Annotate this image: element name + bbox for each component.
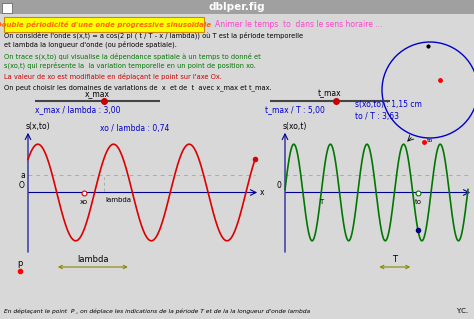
Text: xo / lambda : 0,74: xo / lambda : 0,74 bbox=[100, 124, 170, 133]
Text: lambda: lambda bbox=[106, 197, 132, 204]
Text: x_max: x_max bbox=[85, 90, 110, 99]
Text: s(xo,t) qui représente la  la variation temporelle en un point de position xo.: s(xo,t) qui représente la la variation t… bbox=[4, 61, 256, 69]
Text: Y.C.: Y.C. bbox=[456, 308, 468, 314]
Text: La valeur de xo est modifiable en déplaçant le point sur l'axe Ox.: La valeur de xo est modifiable en déplaç… bbox=[4, 73, 222, 80]
Text: O: O bbox=[19, 182, 25, 190]
Text: Animer le temps  to  dans le sens horaire ...: Animer le temps to dans le sens horaire … bbox=[215, 20, 383, 29]
Text: s(xo,to) : 1,15 cm: s(xo,to) : 1,15 cm bbox=[355, 100, 422, 109]
Text: t_max: t_max bbox=[318, 90, 342, 99]
Text: x_max / lambda : 3,00: x_max / lambda : 3,00 bbox=[35, 106, 120, 115]
Text: En déplaçant le point  P , on déplace les indications de la période T et de la l: En déplaçant le point P , on déplace les… bbox=[4, 308, 310, 314]
Text: dblper.fig: dblper.fig bbox=[209, 2, 265, 12]
Text: et lambda la longueur d'onde (ou période spatiale).: et lambda la longueur d'onde (ou période… bbox=[4, 40, 177, 48]
Text: lambda: lambda bbox=[77, 256, 109, 264]
Bar bbox=[0, 0, 474, 14]
Text: x: x bbox=[260, 188, 264, 197]
Text: to / T : 3,63: to / T : 3,63 bbox=[355, 113, 399, 122]
Text: T: T bbox=[392, 256, 397, 264]
Text: Double périodicité d'une onde progressive sinusoïdale: Double périodicité d'une onde progressiv… bbox=[0, 21, 211, 28]
Text: a: a bbox=[20, 171, 25, 180]
Text: On peut choisir les domaines de variations de  x  et de  t  avec x_max et t_max.: On peut choisir les domaines de variatio… bbox=[4, 85, 272, 91]
Text: to: to bbox=[414, 198, 421, 204]
Text: to: to bbox=[427, 138, 433, 143]
Text: s(x,to): s(x,to) bbox=[26, 122, 51, 131]
Text: xo: xo bbox=[80, 198, 88, 204]
Text: On considère l'onde s(x,t) = a cos(2 pi ( t / T - x / lambda)) où T est la pério: On considère l'onde s(x,t) = a cos(2 pi … bbox=[4, 31, 303, 39]
Bar bbox=[2, 3, 12, 13]
Text: On trace s(x,to) qui visualise la dépendance spatiale à un temps to donné et: On trace s(x,to) qui visualise la dépend… bbox=[4, 52, 261, 60]
Text: s(xo,t): s(xo,t) bbox=[283, 122, 307, 131]
Text: p: p bbox=[18, 258, 23, 268]
Bar bbox=[4, 17, 204, 32]
Text: 0: 0 bbox=[276, 182, 281, 190]
Text: t_max / T : 5,00: t_max / T : 5,00 bbox=[265, 106, 325, 115]
Text: T: T bbox=[319, 198, 324, 204]
